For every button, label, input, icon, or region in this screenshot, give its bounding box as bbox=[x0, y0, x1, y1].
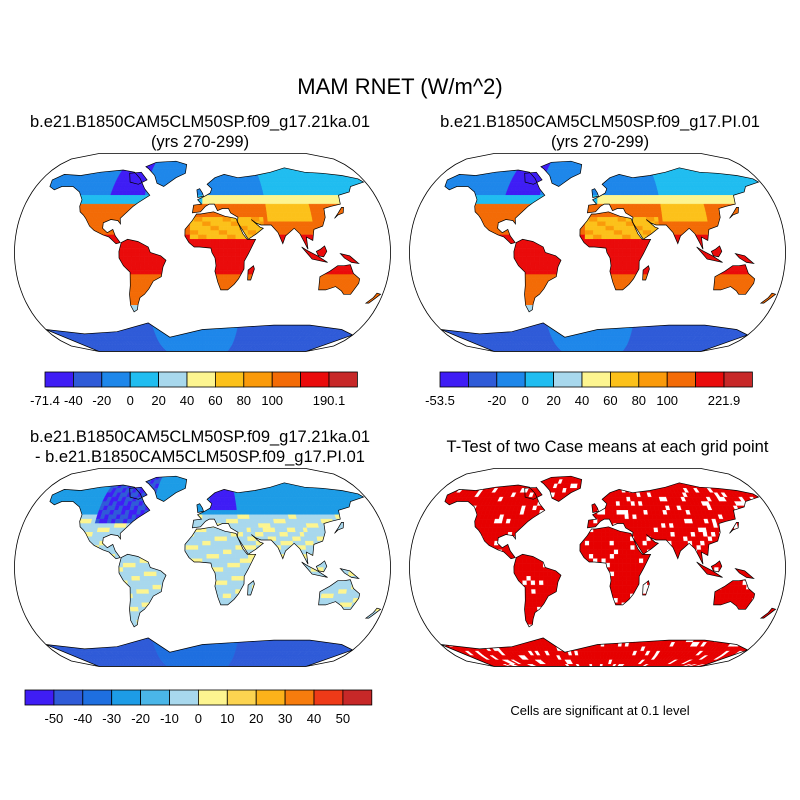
colorbar-pi-swatch bbox=[638, 371, 668, 388]
panel-2-title-line1: b.e21.B1850CAM5CLM50SP.f09_g17.PI.01 bbox=[440, 113, 760, 131]
map-panel-ttest bbox=[409, 468, 786, 667]
colorbar-21ka-tick-label: -40 bbox=[64, 393, 83, 408]
panel-1-title: b.e21.B1850CAM5CLM50SP.f09_g17.21ka.01 (… bbox=[0, 112, 400, 152]
colorbar-pi-swatch bbox=[666, 371, 696, 388]
colorbar-21ka-tick-label: 40 bbox=[180, 393, 194, 408]
colorbar-difference-swatch bbox=[111, 689, 141, 706]
colorbar-pi-tick-label: 221.9 bbox=[708, 393, 741, 408]
colorbar-difference-tick-label: -20 bbox=[131, 711, 150, 726]
colorbar-difference-tick-label: 30 bbox=[278, 711, 292, 726]
coastlines bbox=[440, 475, 777, 667]
colorbar-pi-tick-label: 20 bbox=[546, 393, 560, 408]
colorbar-pi-tick-label: 100 bbox=[656, 393, 678, 408]
colorbar-pi-swatch bbox=[439, 371, 469, 388]
colorbar-difference: -50 -40 -30 -20 -10 0 10 20 30 40 50 bbox=[24, 689, 373, 726]
panel-2-title-line2: (yrs 270-299) bbox=[550, 133, 650, 151]
colorbar-difference-tick-label: -30 bbox=[102, 711, 121, 726]
colorbar-21ka-tick-label: -71.4 bbox=[30, 393, 60, 408]
colorbar-difference-swatch bbox=[140, 689, 170, 706]
panel-1-title-line1: b.e21.B1850CAM5CLM50SP.f09_g17.21ka.01 bbox=[29, 113, 371, 131]
colorbar-21ka: -71.4 -40 -20 0 20 40 60 80 100 190.1 bbox=[30, 371, 358, 408]
significance-note: Cells are significant at 0.1 level bbox=[510, 703, 690, 718]
colorbar-pi-swatch bbox=[581, 371, 611, 388]
colorbar-pi-tick-label: 80 bbox=[632, 393, 646, 408]
colorbar-difference-tick-label: 0 bbox=[195, 711, 202, 726]
colorbar-21ka-swatch bbox=[186, 371, 216, 388]
colorbar-21ka-tick-label: 20 bbox=[151, 393, 165, 408]
colorbar-pi-tick-label: 40 bbox=[575, 393, 589, 408]
colorbar-difference-tick-label: -40 bbox=[73, 711, 92, 726]
colorbar-difference-swatch bbox=[226, 689, 257, 706]
colorbar-21ka-tick-label: 60 bbox=[208, 393, 222, 408]
panel-3-title-line2: - b.e21.B1850CAM5CLM50SP.f09_g17.PI.01 bbox=[35, 448, 365, 466]
colorbar-pi-tick-label: -53.5 bbox=[425, 393, 455, 408]
colorbar-21ka-swatch bbox=[73, 371, 103, 388]
panel-3-title: b.e21.B1850CAM5CLM50SP.f09_g17.21ka.01 -… bbox=[0, 427, 400, 467]
colorbar-21ka-swatch bbox=[328, 371, 358, 388]
panel-4-title: T-Test of two Case means at each grid po… bbox=[446, 438, 769, 456]
colorbar-21ka-tick-label: 100 bbox=[261, 393, 283, 408]
colorbar-difference-swatch bbox=[342, 689, 373, 706]
colorbar-difference-tick-label: 40 bbox=[307, 711, 321, 726]
colorbar-difference-swatch bbox=[313, 689, 344, 706]
colorbar-21ka-tick-label: 190.1 bbox=[313, 393, 346, 408]
colorbar-pi-swatch bbox=[723, 371, 753, 388]
panel-1-title-line2: (yrs 270-299) bbox=[150, 133, 250, 151]
colorbar-difference-tick-label: 50 bbox=[336, 711, 350, 726]
colorbar-21ka-swatch bbox=[243, 371, 273, 388]
map-border bbox=[409, 153, 786, 352]
colorbar-difference-swatch bbox=[169, 689, 199, 706]
map-panel-difference bbox=[14, 468, 391, 667]
colorbar-difference-tick-label: -50 bbox=[45, 711, 64, 726]
colorbar-pi-tick-label: 60 bbox=[603, 393, 617, 408]
map-panel-21ka bbox=[14, 153, 391, 352]
panel-3-title-line1: b.e21.B1850CAM5CLM50SP.f09_g17.21ka.01 bbox=[29, 428, 371, 446]
colorbar-pi-swatch bbox=[496, 371, 526, 388]
colorbar-21ka-tick-label: 0 bbox=[127, 393, 134, 408]
colorbar-pi-swatch bbox=[524, 371, 554, 388]
colorbar-21ka-swatch bbox=[129, 371, 159, 388]
colorbar-difference-tick-label: 10 bbox=[220, 711, 234, 726]
panel-2-title: b.e21.B1850CAM5CLM50SP.f09_g17.PI.01 (yr… bbox=[400, 112, 800, 152]
colorbar-21ka-swatch bbox=[158, 371, 188, 388]
colorbar-pi-swatch bbox=[468, 371, 498, 388]
colorbar-difference-swatch bbox=[82, 689, 113, 706]
map-border bbox=[14, 153, 391, 352]
colorbar-pi-tick-label: -20 bbox=[487, 393, 506, 408]
colorbar-21ka-tick-label: -20 bbox=[92, 393, 111, 408]
colorbar-21ka-swatch bbox=[271, 371, 301, 388]
colorbar-pi-swatch bbox=[609, 371, 640, 388]
map-panel-pi bbox=[409, 153, 786, 352]
coastlines bbox=[45, 160, 382, 352]
colorbar-difference-swatch bbox=[255, 689, 286, 706]
coastlines bbox=[440, 160, 777, 352]
colorbar-21ka-swatch bbox=[214, 371, 245, 388]
colorbar-difference-tick-label: -10 bbox=[160, 711, 179, 726]
colorbar-pi-swatch bbox=[695, 371, 725, 388]
colorbar-pi-swatch bbox=[553, 371, 583, 388]
colorbar-difference-tick-label: 20 bbox=[249, 711, 263, 726]
colorbar-21ka-swatch bbox=[101, 371, 131, 388]
coastlines bbox=[45, 475, 382, 667]
colorbar-21ka-tick-label: 80 bbox=[237, 393, 251, 408]
colorbar-difference-swatch bbox=[53, 689, 84, 706]
colorbar-pi-tick-label: 0 bbox=[522, 393, 529, 408]
colorbar-difference-swatch bbox=[24, 689, 55, 706]
colorbar-difference-swatch bbox=[284, 689, 315, 706]
colorbar-21ka-swatch bbox=[300, 371, 330, 388]
main-title: MAM RNET (W/m^2) bbox=[297, 74, 503, 99]
colorbar-pi: -53.5 -20 0 20 40 60 80 100 221.9 bbox=[425, 371, 753, 408]
map-border bbox=[409, 468, 786, 667]
colorbar-21ka-swatch bbox=[44, 371, 74, 388]
colorbar-difference-swatch bbox=[197, 689, 228, 706]
map-border bbox=[14, 468, 391, 667]
